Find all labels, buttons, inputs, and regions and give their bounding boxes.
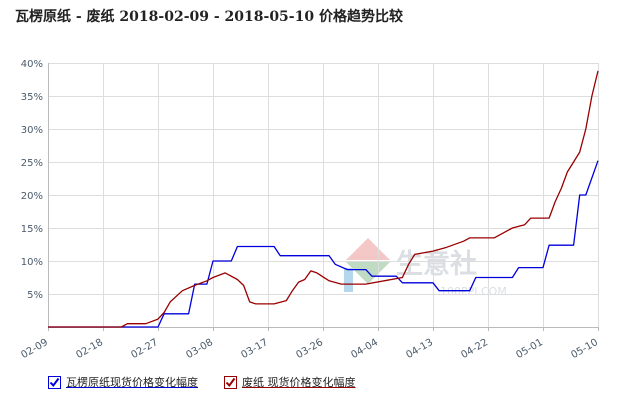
legend: 瓦楞原纸现货价格变化幅度 废纸 现货价格变化幅度 (48, 372, 382, 392)
x-tick-label: 04-22 (459, 337, 490, 361)
legend-label-waste-paper[interactable]: 废纸 现货价格变化幅度 (242, 376, 356, 389)
watermark-logo-bar (344, 268, 353, 292)
x-tick-label: 03-08 (184, 337, 215, 361)
series-lines (48, 70, 599, 328)
y-tick-label: 10% (21, 257, 43, 268)
check-icon (49, 377, 60, 387)
x-tick-label: 03-26 (294, 337, 325, 361)
watermark-logo-top (346, 238, 390, 260)
y-tick-label: 35% (21, 92, 43, 103)
legend-label-corrugated-paper[interactable]: 瓦楞原纸现货价格变化幅度 (66, 376, 198, 389)
series-line-corrugated-paper (48, 160, 599, 328)
y-tick-label: 40% (21, 59, 43, 70)
y-tick-label: 20% (21, 191, 43, 202)
x-tick-label: 03-17 (239, 337, 270, 361)
x-tick-label: 04-04 (349, 337, 380, 361)
y-tick-label: 5% (27, 290, 43, 301)
x-tick-label: 04-13 (404, 337, 435, 361)
watermark: 生意社 100PPI.COM (344, 238, 507, 298)
grid (48, 63, 599, 327)
legend-item-corrugated-paper[interactable]: 瓦楞原纸现货价格变化幅度 (48, 374, 198, 390)
series-line-waste-paper (48, 70, 599, 328)
x-tick-label: 05-01 (514, 337, 545, 361)
y-tick-label: 30% (21, 125, 43, 136)
legend-checkbox-waste-paper[interactable] (224, 375, 237, 389)
chart-title: 瓦楞原纸 - 废纸 2018-02-09 - 2018-05-10 价格趋势比较 (15, 9, 403, 25)
y-tick-label: 25% (21, 158, 43, 169)
legend-checkbox-corrugated-paper[interactable] (48, 375, 61, 389)
x-tick-label: 02-18 (74, 337, 105, 361)
check-icon (225, 377, 236, 387)
x-axis-labels: 02-09 02-18 02-27 03-08 03-17 03-26 04-04 04-13… (19, 337, 600, 361)
y-tick-label: 15% (21, 224, 43, 235)
x-tick-label: 02-27 (129, 337, 160, 361)
x-tick-label: 02-09 (19, 337, 50, 361)
x-tick-label: 05-10 (569, 337, 600, 361)
y-axis-labels: 5% 10% 15% 20% 25% 30% 35% 40% (21, 59, 43, 301)
watermark-brand-url: 100PPI.COM (440, 285, 507, 298)
legend-item-waste-paper[interactable]: 废纸 现货价格变化幅度 (224, 374, 356, 390)
